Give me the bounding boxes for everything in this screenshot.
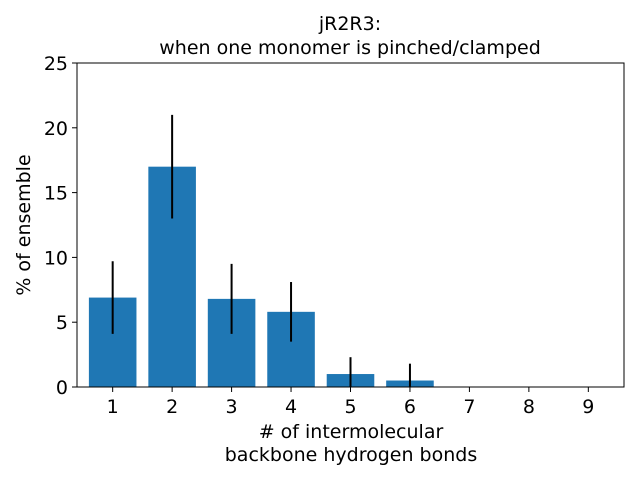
x-tick-label-3: 3 [226,396,238,418]
x-tick-label-2: 2 [166,396,178,418]
x-tick-label-4: 4 [285,396,297,418]
x-axis-label-line-1: # of intermolecular [259,421,444,443]
y-tick-label-15: 15 [44,183,68,205]
y-tick-label-10: 10 [44,247,68,269]
y-tick-label-20: 20 [44,118,68,140]
x-tick-label-7: 7 [463,396,475,418]
bars-group [88,166,434,387]
y-tick-label-0: 0 [56,377,68,399]
chart-title-line-2: when one monomer is pinched/clamped [159,37,541,59]
chart-title: jR2R3: when one monomer is pinched/clamp… [159,13,541,59]
y-axis-ticks: 0 5 10 15 20 25 [44,53,77,399]
x-tick-label-6: 6 [404,396,416,418]
chart-title-line-1: jR2R3: [318,13,381,35]
x-axis-label-line-2: backbone hydrogen bonds [225,444,478,466]
x-tick-label-1: 1 [107,396,119,418]
x-axis-ticks: 1 2 3 4 5 6 7 8 9 [107,387,594,418]
y-axis-label: % of ensemble [13,154,35,295]
errorbars-group [111,114,411,387]
x-tick-label-5: 5 [344,396,356,418]
x-tick-label-8: 8 [523,396,535,418]
x-tick-label-9: 9 [582,396,594,418]
y-tick-label-5: 5 [56,312,68,334]
x-axis-label: # of intermolecular backbone hydrogen bo… [225,421,478,466]
y-tick-label-25: 25 [44,53,68,75]
